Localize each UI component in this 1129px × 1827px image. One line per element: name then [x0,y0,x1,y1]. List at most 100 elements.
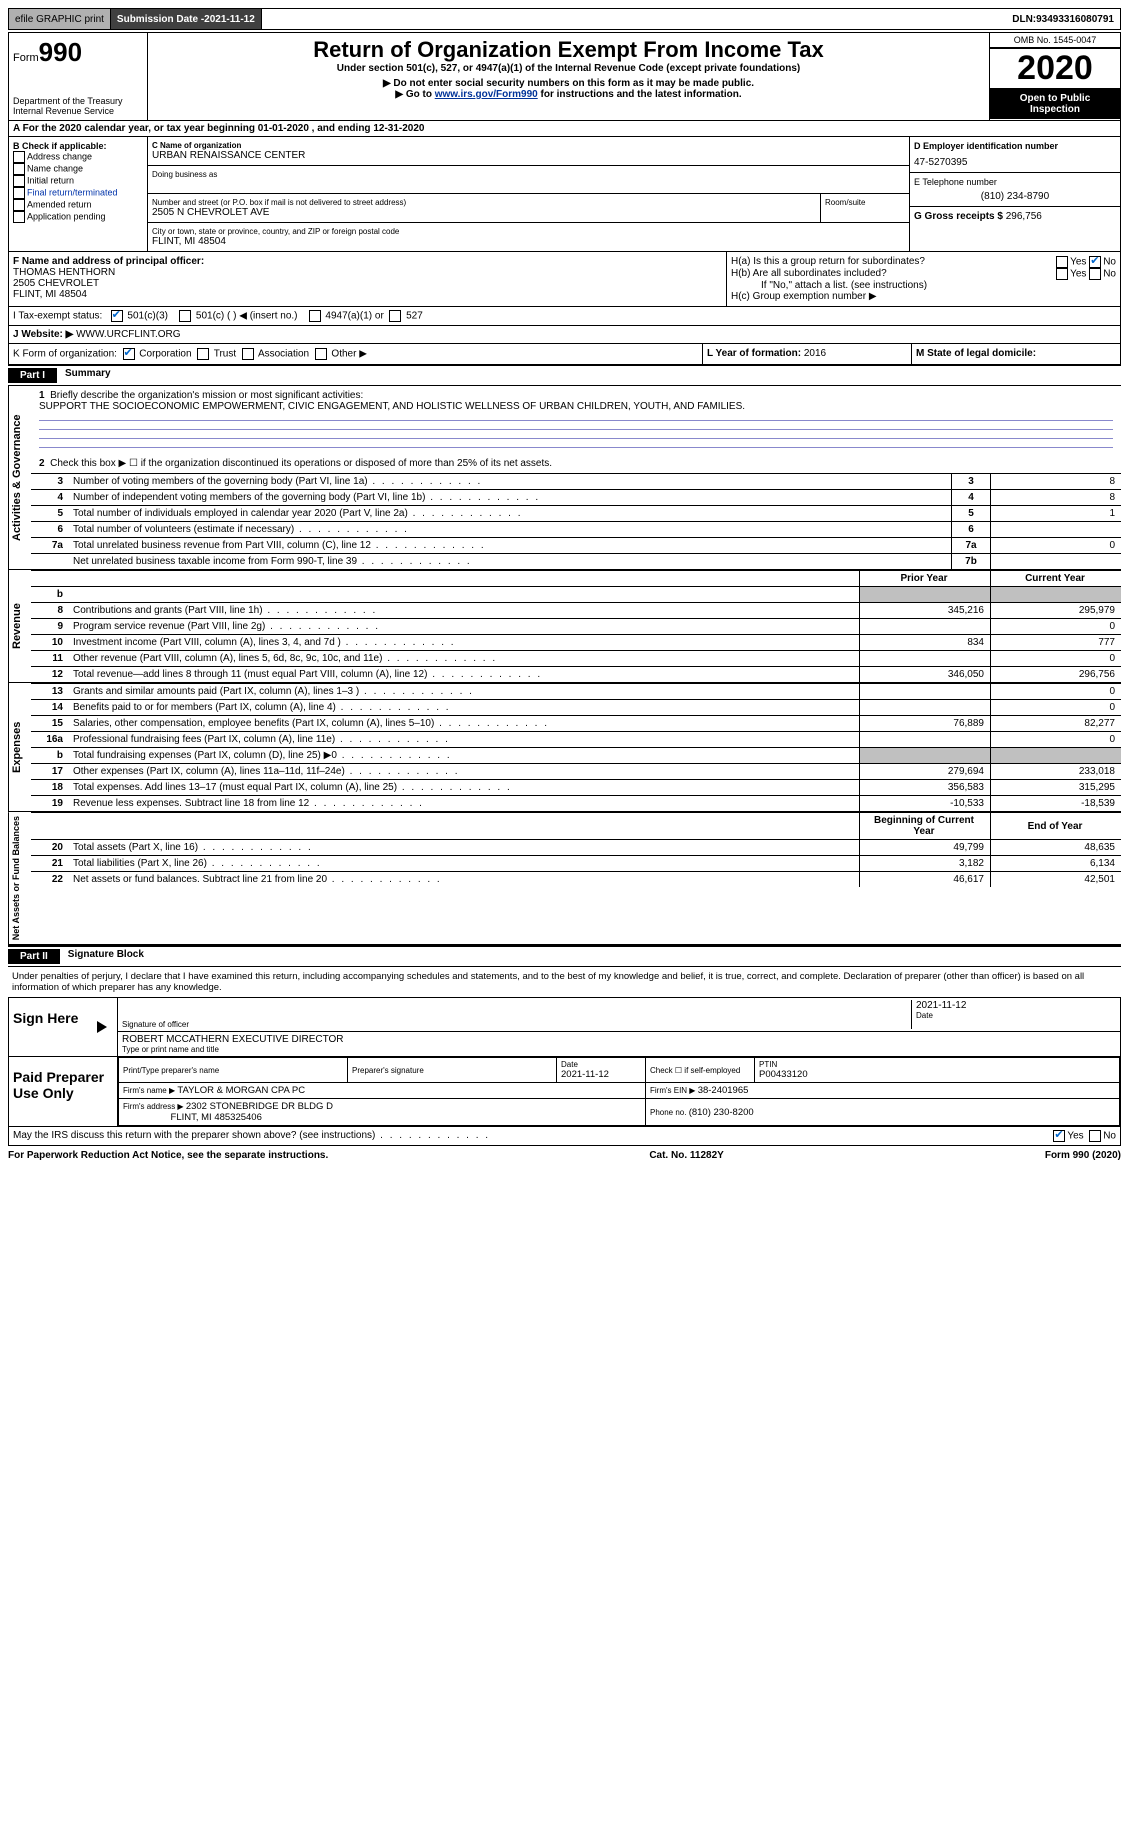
rule-line [39,445,1113,448]
part2-tab: Part II [8,949,60,964]
cb-corp[interactable] [123,348,135,360]
cb-label: Amended return [27,199,92,209]
table-row: 20Total assets (Part X, line 16)49,79948… [31,840,1121,856]
org-name-label: C Name of organization [152,141,905,150]
rule-line [39,427,1113,430]
phone-label: E Telephone number [914,177,1116,187]
irs-link[interactable]: www.irs.gov/Form990 [435,89,538,100]
opt-501c3: 501(c)(3) [127,311,168,322]
col-prior: Prior Year [860,571,991,587]
tax-year: 2020 [990,48,1120,89]
form-title: Return of Organization Exempt From Incom… [156,37,981,63]
hb-note: If "No," attach a list. (see instruction… [731,280,1116,291]
table-row: 21Total liabilities (Part X, line 26)3,1… [31,856,1121,872]
cb-other[interactable] [315,348,327,360]
table-row: 14Benefits paid to or for members (Part … [31,700,1121,716]
revenue-section: Revenue Prior YearCurrent Year b8Contrib… [8,570,1121,683]
cb-assoc[interactable] [242,348,254,360]
cb-label: Final return/terminated [27,187,118,197]
city-label: City or town, state or province, country… [152,227,905,236]
form-word: Form [13,52,39,64]
cb-trust[interactable] [197,348,209,360]
expenses-table: 13Grants and similar amounts paid (Part … [31,683,1121,811]
no-label: No [1103,1131,1116,1142]
entity-block: B Check if applicable: Address change Na… [8,137,1121,252]
firm-phone-label: Phone no. [650,1108,689,1117]
cb-501c3[interactable] [111,310,123,322]
opt-trust: Trust [214,349,236,360]
col-current: Current Year [991,571,1122,587]
discuss-answer: Yes No [1053,1130,1116,1142]
cb-amended[interactable]: Amended return [13,199,143,211]
officer-addr1: 2505 CHEVROLET [13,278,722,289]
col-begin: Beginning of Current Year [860,813,991,840]
city-state-zip: FLINT, MI 48504 [152,236,905,247]
section-klm: K Form of organization: Corporation Trus… [8,344,1121,365]
rule-line [39,418,1113,421]
paid-prep-label: Paid Preparer Use Only [9,1057,117,1126]
table-row: 18Total expenses. Add lines 13–17 (must … [31,780,1121,796]
line1-label: Briefly describe the organization's miss… [50,390,363,401]
officer-addr2: FLINT, MI 48504 [13,289,722,300]
firm-addr2: FLINT, MI 485325406 [171,1112,262,1123]
expenses-section: Expenses 13Grants and similar amounts pa… [8,683,1121,812]
form-subtitle: Under section 501(c), 527, or 4947(a)(1)… [156,63,981,74]
rule-line [39,436,1113,439]
cb-address-change[interactable]: Address change [13,151,143,163]
opt-other: Other ▶ [331,349,366,360]
year-formation: 2016 [804,348,826,359]
footer-right: Form 990 (2020) [1045,1150,1121,1161]
no-label: No [1103,257,1116,268]
hb-answer: Yes No [1056,268,1116,280]
officer-group-block: F Name and address of principal officer:… [8,252,1121,307]
table-row: 11Other revenue (Part VIII, column (A), … [31,651,1121,667]
prep-name-label: Print/Type preparer's name [123,1066,343,1075]
footer: For Paperwork Reduction Act Notice, see … [8,1150,1121,1161]
cb-app-pending[interactable]: Application pending [13,211,143,223]
part2-title: Signature Block [68,949,144,964]
ptin-label: PTIN [759,1060,1115,1069]
cb-initial-return[interactable]: Initial return [13,175,143,187]
table-row: 12Total revenue—add lines 8 through 11 (… [31,667,1121,683]
table-row: 6Total number of volunteers (estimate if… [31,522,1121,538]
cb-name-change[interactable]: Name change [13,163,143,175]
sign-here-block: Sign Here Signature of officer 2021-11-1… [8,997,1121,1057]
hb-label: H(b) Are all subordinates included? [731,268,887,280]
opt-assoc: Association [258,349,309,360]
inspection-label: Open to Public Inspection [990,89,1120,119]
firm-addr-label: Firm's address ▶ [123,1102,186,1111]
part1-title: Summary [65,368,111,383]
section-i: I Tax-exempt status: 501(c)(3) 501(c) ( … [8,307,1121,326]
period-row: A For the 2020 calendar year, or tax yea… [8,121,1121,137]
yes-label: Yes [1070,269,1086,280]
section-b: B Check if applicable: Address change Na… [9,137,148,251]
cb-527[interactable] [389,310,401,322]
footer-mid: Cat. No. 11282Y [649,1150,723,1161]
topbar: efile GRAPHIC print Submission Date - 20… [8,8,1121,30]
cb-final-return[interactable]: Final return/terminated [13,187,143,199]
discuss-row: May the IRS discuss this return with the… [8,1127,1121,1146]
part1-tab: Part I [8,368,57,383]
dln: DLN: 93493316080791 [1006,9,1120,29]
submission-value: 2021-11-12 [204,14,255,25]
firm-addr1: 2302 STONEBRIDGE DR BLDG D [186,1101,333,1112]
revenue-table: Prior YearCurrent Year b8Contributions a… [31,570,1121,682]
self-emp-label: Check ☐ if self-employed [650,1066,750,1075]
type-name-label: Type or print name and title [122,1045,1116,1054]
part1-header: Part I Summary [8,365,1121,386]
vtab-governance: Activities & Governance [8,386,31,569]
cb-501c[interactable] [179,310,191,322]
officer-printed-name: ROBERT MCCATHERN EXECUTIVE DIRECTOR [122,1034,1116,1045]
form-num: 990 [39,37,82,67]
line2-no: 2 [39,458,45,469]
cb-4947[interactable] [309,310,321,322]
net-assets-section: Net Assets or Fund Balances Beginning of… [8,812,1121,945]
yes-label: Yes [1070,257,1086,268]
table-row: b [31,587,1121,603]
line2-text: Check this box ▶ ☐ if the organization d… [50,458,552,469]
hc-label: H(c) Group exemption number ▶ [731,291,1116,302]
opt-corp: Corporation [139,349,191,360]
vtab-revenue: Revenue [8,570,31,682]
table-row: 4Number of independent voting members of… [31,490,1121,506]
table-row: 7aTotal unrelated business revenue from … [31,538,1121,554]
